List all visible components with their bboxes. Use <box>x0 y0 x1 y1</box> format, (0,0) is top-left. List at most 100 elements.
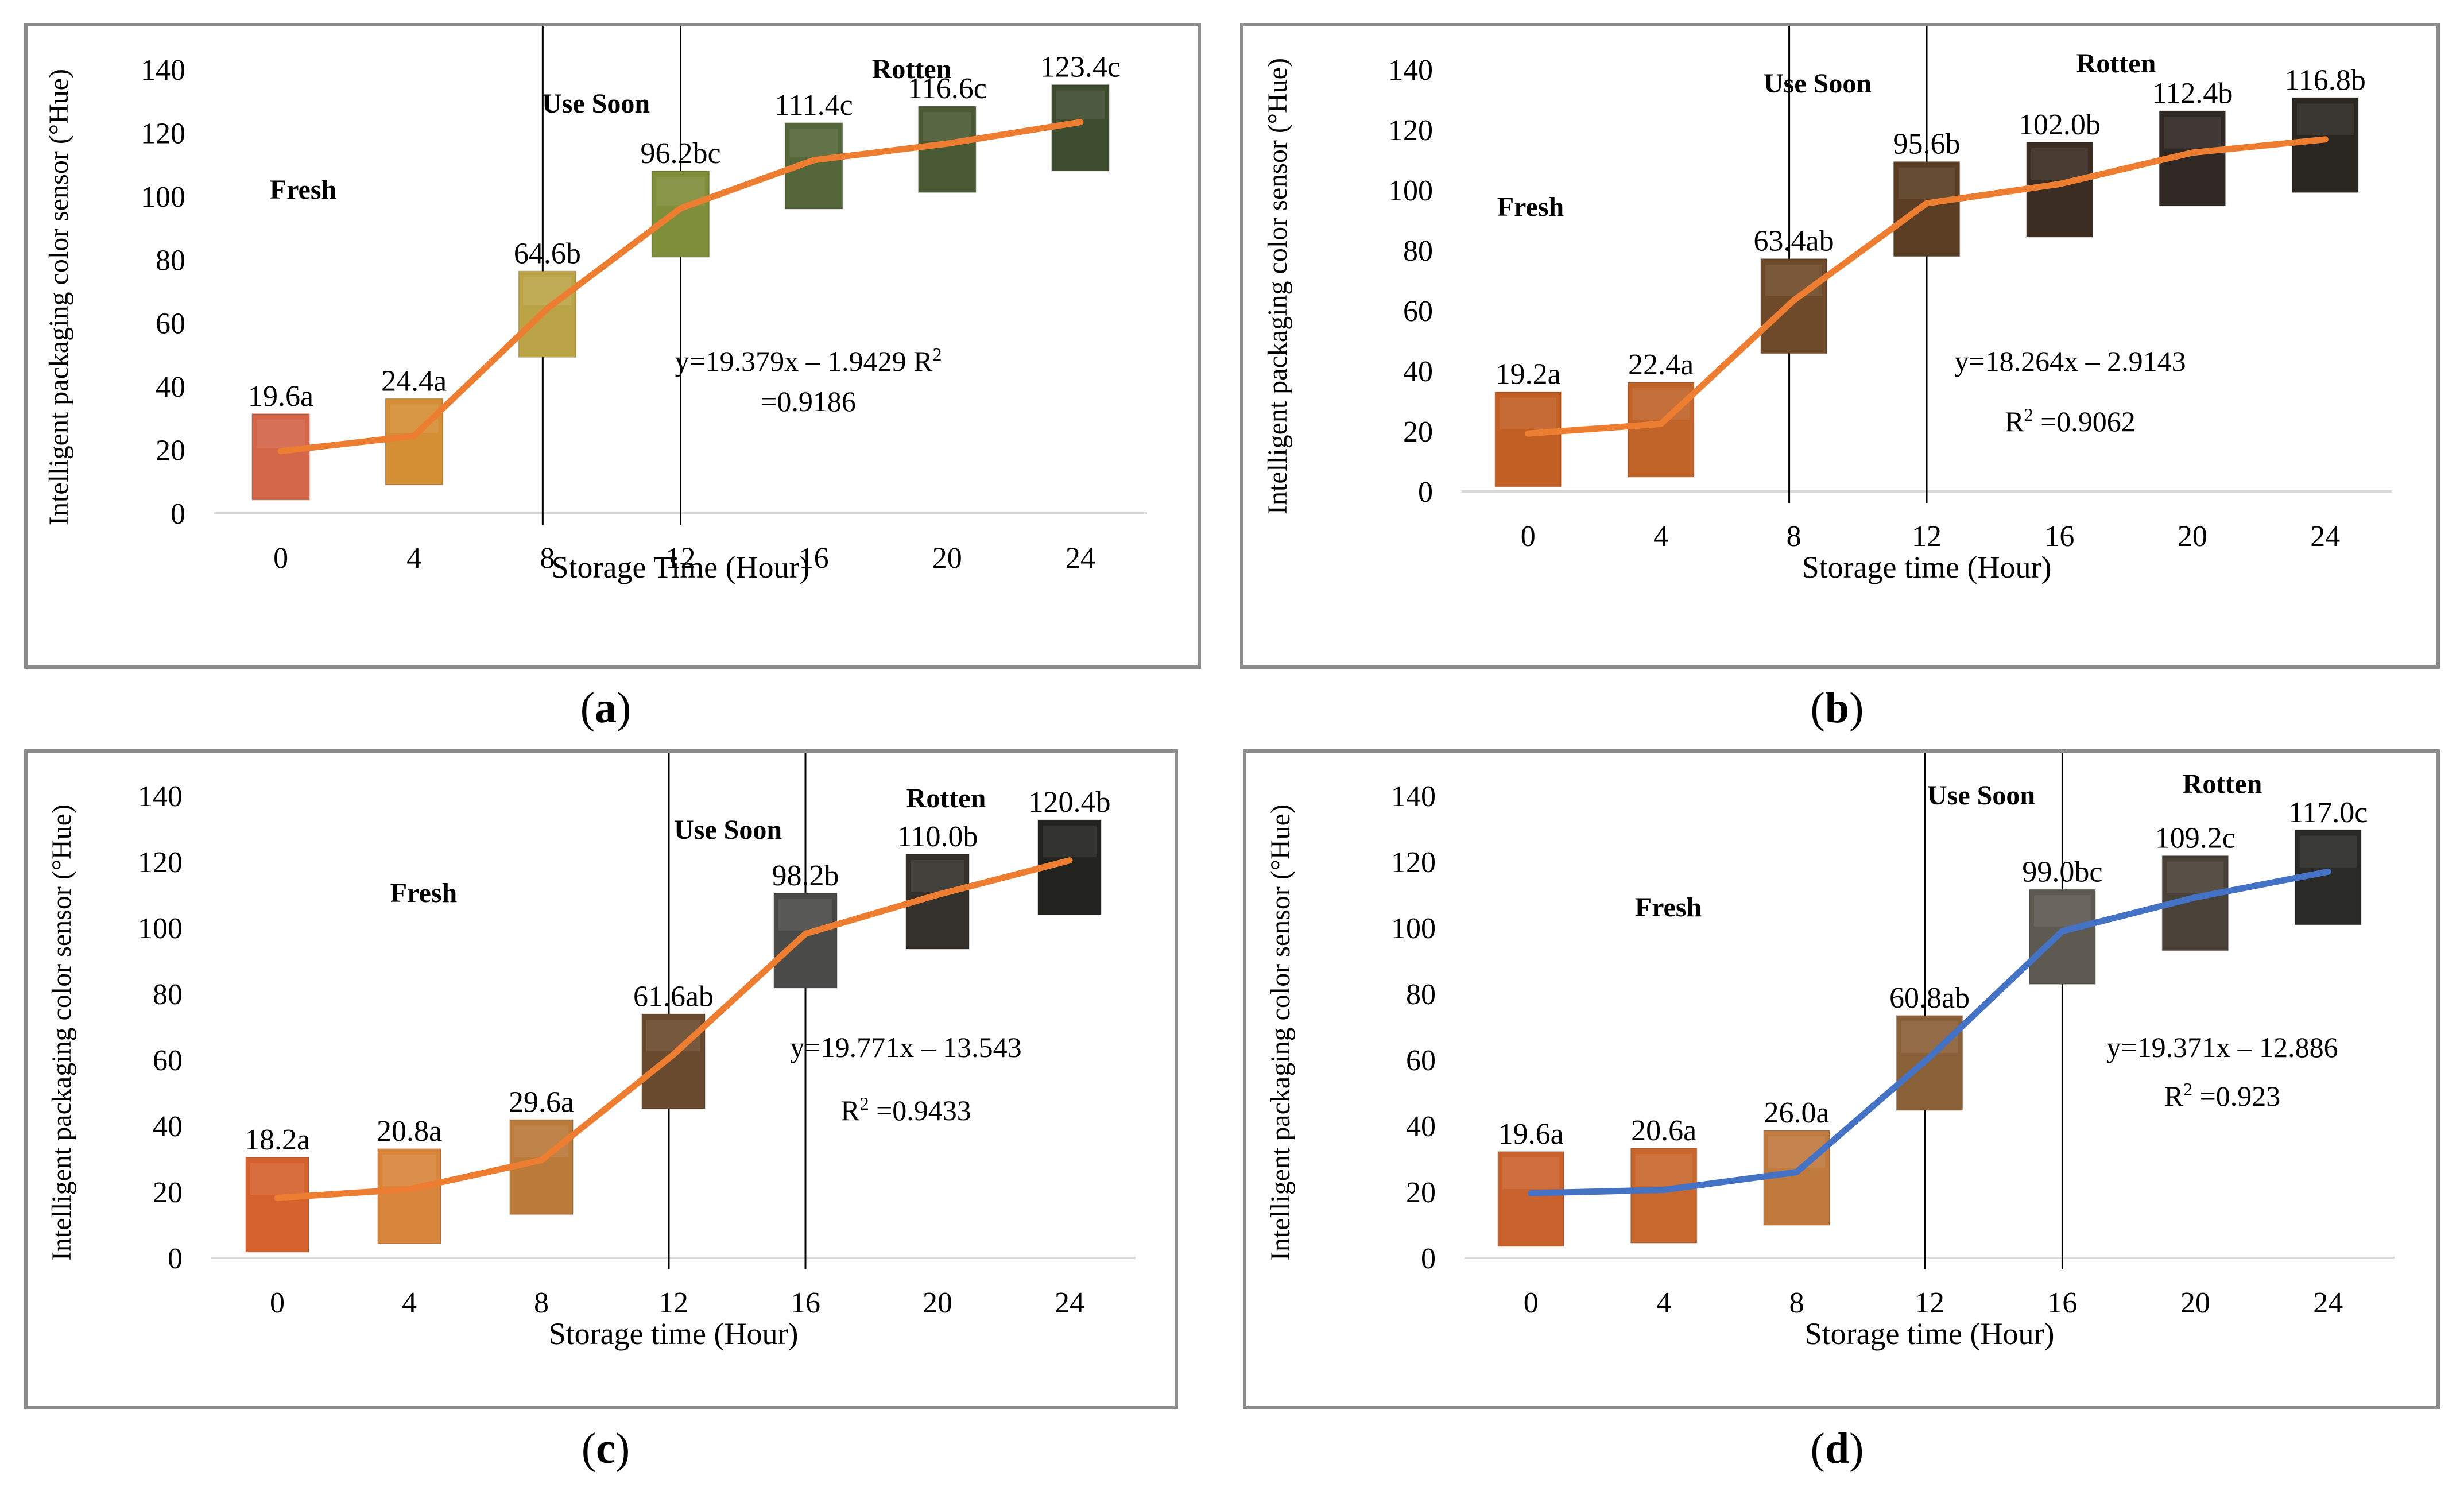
equation-line1-a: y=19.379x – 1.9429 R2 <box>675 344 942 377</box>
sensor-swatch-sheen-b-2 <box>1765 264 1823 296</box>
data-label-a-5: 116.6c <box>908 72 987 105</box>
zone-label-a-0: Fresh <box>270 175 336 205</box>
sensor-swatch-edge-d-4 <box>2028 889 2096 985</box>
data-label-c-4: 98.2b <box>772 859 839 892</box>
x-tick-label-b-24: 24 <box>2310 520 2340 553</box>
sensor-swatch-sheen-c-6 <box>1043 826 1097 858</box>
x-tick-label-b-12: 12 <box>1912 520 1942 553</box>
sensor-swatch-sheen-a-2 <box>523 277 572 306</box>
sensor-swatch-d-1 <box>1630 1148 1698 1244</box>
y-axis-title-c: Intelligent packaging color sensor (°Hue… <box>47 804 77 1261</box>
y-tick-label-d-100: 100 <box>1391 912 1436 945</box>
x-tick-label-c-24: 24 <box>1055 1287 1084 1319</box>
x-tick-label-d-16: 16 <box>2047 1287 2077 1319</box>
data-label-a-6: 123.4c <box>1040 51 1121 84</box>
sensor-swatch-fill-d-0 <box>1498 1151 1564 1246</box>
equation-line1-d: y=19.371x – 12.886 <box>2106 1031 2338 1063</box>
sensor-swatch-c-1 <box>377 1148 441 1244</box>
sensor-swatch-fill-b-1 <box>1628 382 1694 477</box>
y-tick-label-b-0: 0 <box>1418 476 1433 509</box>
y-tick-label-a-0: 0 <box>171 498 185 530</box>
equation-line1-b: y=18.264x – 2.9143 <box>1954 345 2186 377</box>
zone-label-b-0: Fresh <box>1497 192 1564 222</box>
sensor-swatch-c-4 <box>773 892 838 989</box>
sensor-swatch-a-5 <box>917 106 977 193</box>
panel-caption-c: (c) <box>581 1424 630 1473</box>
sensor-swatch-edge-a-2 <box>518 270 577 358</box>
sensor-swatch-fill-c-1 <box>378 1148 441 1244</box>
sensor-swatch-sheen-d-4 <box>2033 895 2091 927</box>
sensor-swatch-edge-b-2 <box>1760 258 1828 354</box>
chart-panel-d: 0 20 40 60 80 100 120 140 0 4 8 12 16 20 24 Storage tim… <box>1243 749 2440 1409</box>
equation-line1-c: y=19.771x – 13.543 <box>790 1031 1021 1063</box>
y-tick-label-b-120: 120 <box>1388 114 1433 147</box>
sensor-swatch-sheen-d-5 <box>2167 861 2224 893</box>
zone-label-d-2: Rotten <box>2183 769 2262 799</box>
sensor-swatch-a-0 <box>251 413 311 501</box>
equation-line2-d: R2 =0.923 <box>2164 1079 2281 1112</box>
sensor-swatch-d-4 <box>2028 889 2096 985</box>
sensor-swatch-fill-b-6 <box>2292 98 2358 193</box>
sensor-swatch-edge-c-1 <box>377 1148 441 1244</box>
sensor-swatch-fill-c-0 <box>246 1157 309 1252</box>
sensor-swatch-fill-b-3 <box>1893 161 1960 257</box>
panel-caption-d: (d) <box>1810 1424 1864 1473</box>
y-tick-label-a-20: 20 <box>156 435 185 467</box>
y-tick-label-d-20: 20 <box>1406 1176 1436 1209</box>
sensor-swatch-fill-d-4 <box>2029 889 2095 985</box>
sensor-swatch-sheen-d-1 <box>1635 1154 1692 1186</box>
sensor-swatch-edge-c-3 <box>641 1013 706 1110</box>
x-tick-label-b-20: 20 <box>2178 520 2207 553</box>
sensor-swatch-fill-a-0 <box>252 413 310 500</box>
chart-svg-d: 0 20 40 60 80 100 120 140 0 4 8 12 16 20 24 Storage tim… <box>1265 753 2395 1351</box>
x-tick-label-c-0: 0 <box>270 1287 285 1319</box>
y-tick-label-b-20: 20 <box>1403 416 1433 448</box>
sensor-swatch-edge-d-0 <box>1497 1151 1565 1247</box>
y-tick-label-a-80: 80 <box>156 244 185 277</box>
sensor-swatch-b-0 <box>1494 391 1562 487</box>
series-line-a <box>277 119 1084 455</box>
x-tick-label-d-8: 8 <box>1789 1287 1804 1319</box>
sensor-swatch-fill-a-5 <box>918 106 976 193</box>
sensor-swatch-fill-d-3 <box>1896 1015 1963 1110</box>
data-label-d-0: 19.6a <box>1498 1118 1564 1151</box>
data-label-c-2: 29.6a <box>509 1086 574 1118</box>
data-label-b-0: 19.2a <box>1496 358 1561 391</box>
sensor-swatch-sheen-a-4 <box>789 128 838 157</box>
sensor-swatch-sheen-c-0 <box>250 1163 304 1195</box>
sensor-swatch-b-5 <box>2159 110 2226 207</box>
zone-label-a-1: Use Soon <box>542 88 650 119</box>
y-tick-label-c-120: 120 <box>138 846 183 879</box>
sensor-swatch-edge-b-1 <box>1627 381 1695 478</box>
x-axis-title-b: Storage time (Hour) <box>1802 550 2052 584</box>
data-label-c-5: 110.0b <box>897 820 978 853</box>
sensor-swatch-b-6 <box>2291 97 2359 193</box>
series-line-c <box>274 857 1073 1201</box>
panel-caption-b: (b) <box>1810 684 1864 732</box>
x-tick-label-c-16: 16 <box>791 1287 820 1319</box>
series-line-b <box>1525 136 2329 437</box>
y-tick-label-c-140: 140 <box>138 780 183 813</box>
sensor-swatch-sheen-d-6 <box>2299 835 2357 868</box>
sensor-swatch-a-1 <box>385 398 444 486</box>
data-label-d-3: 60.8ab <box>1889 982 1970 1014</box>
sensor-swatch-edge-c-0 <box>245 1156 309 1253</box>
zone-label-c-1: Use Soon <box>674 815 782 845</box>
sensor-swatch-fill-a-1 <box>385 398 443 485</box>
y-axis-title-d: Intelligent packaging color sensor (°Hue… <box>1265 804 1296 1261</box>
y-tick-label-c-100: 100 <box>138 912 183 945</box>
data-label-c-6: 120.4b <box>1029 786 1111 819</box>
sensor-swatch-c-3 <box>641 1013 706 1110</box>
data-label-d-2: 26.0a <box>1764 1097 1830 1129</box>
data-label-b-3: 95.6b <box>1893 128 1961 161</box>
x-axis-title-d: Storage time (Hour) <box>1805 1316 2055 1351</box>
sensor-swatch-sheen-b-0 <box>1500 397 1557 429</box>
sensor-swatch-b-3 <box>1893 161 1961 257</box>
x-tick-label-a-0: 0 <box>273 542 288 575</box>
y-tick-label-c-40: 40 <box>153 1110 183 1143</box>
y-axis-title-b: Intelligent packaging color sensor (°Hue… <box>1262 58 1293 514</box>
sensor-swatch-edge-a-0 <box>251 413 311 501</box>
chart-svg-b: 0 20 40 60 80 100 120 140 0 4 8 12 16 20 24 Storage tim… <box>1262 26 2392 584</box>
x-tick-label-d-24: 24 <box>2313 1287 2343 1319</box>
sensor-swatch-sheen-b-6 <box>2296 103 2354 135</box>
